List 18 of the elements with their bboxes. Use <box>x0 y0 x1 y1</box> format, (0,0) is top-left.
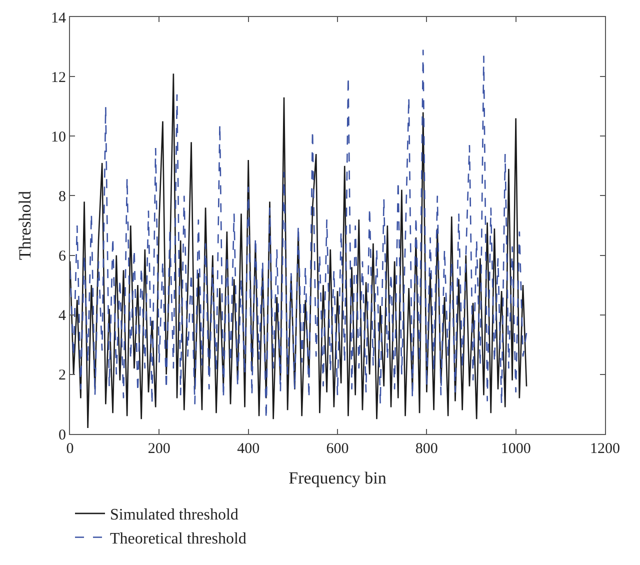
y-tick-label: 4 <box>58 308 66 324</box>
x-tick-label: 600 <box>326 441 349 457</box>
x-tick-label: 400 <box>237 441 260 457</box>
x-tick-label: 200 <box>148 441 170 457</box>
legend-label: Theoretical threshold <box>110 530 246 548</box>
y-axis-title: Threshold <box>16 190 35 260</box>
y-tick-label: 2 <box>58 368 66 384</box>
x-tick-label: 1000 <box>500 441 531 457</box>
y-tick-label: 14 <box>51 10 66 26</box>
legend-label: Simulated threshold <box>110 506 238 524</box>
y-tick-label: 10 <box>51 129 66 146</box>
y-tick-label: 6 <box>58 248 66 265</box>
y-tick-label: 8 <box>58 188 66 205</box>
x-axis-title: Frequency bin <box>288 468 387 488</box>
x-tick-label: 800 <box>415 441 438 457</box>
y-tick-label: 0 <box>58 427 66 444</box>
x-tick-label: 1200 <box>590 441 620 457</box>
y-tick-label: 12 <box>51 70 66 86</box>
